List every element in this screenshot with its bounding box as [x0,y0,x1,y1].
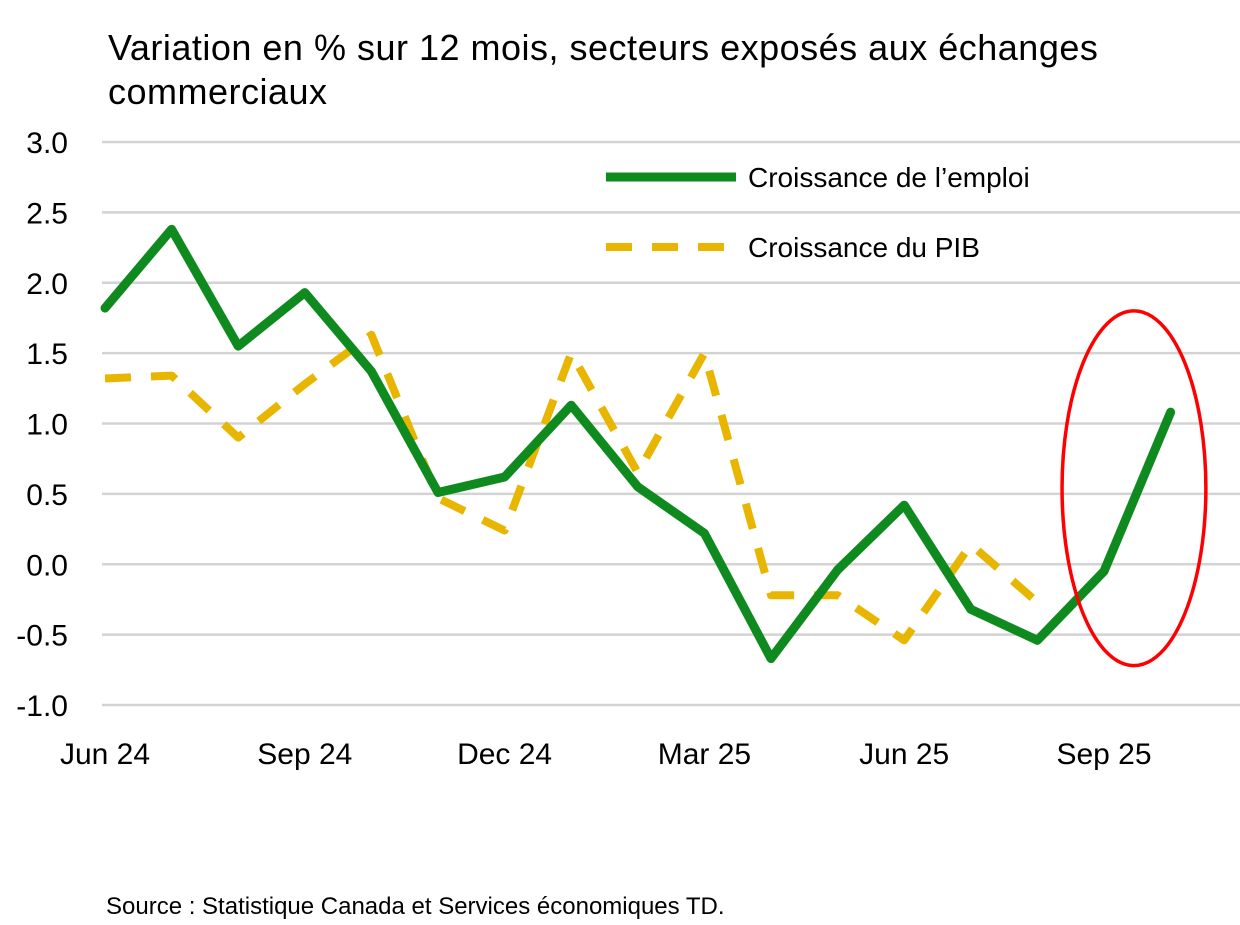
x-tick-label: Sep 25 [1056,738,1151,771]
y-tick-label: -0.5 [16,620,68,653]
series-line-emploi [100,224,1176,664]
y-axis-tick-labels: 3.0 2.5 2.0 1.5 1.0 0.5 0.0 -0.5 -1.0 [16,127,68,723]
chart-title: Variation en % sur 12 mois, secteurs exp… [108,27,1099,112]
x-tick-label: Jun 24 [60,738,150,771]
y-tick-label: 2.0 [26,268,68,301]
x-tick-label: Jun 25 [859,738,949,771]
y-tick-label: 1.5 [26,338,68,371]
x-axis-tick-labels: Jun 24 Sep 24 Dec 24 Mar 25 Jun 25 Sep 25 [60,738,1152,771]
highlight-ellipse [1060,309,1208,668]
grid-lines [102,140,1240,707]
series-lines [100,224,1176,664]
y-tick-label: 2.5 [26,197,68,230]
x-tick-label: Sep 24 [257,738,352,771]
legend-label-emploi: Croissance de l’emploi [748,162,1030,193]
y-tick-label: 3.0 [26,127,68,160]
y-tick-label: 0.0 [26,549,68,582]
x-tick-label: Mar 25 [658,738,751,771]
y-tick-label: 1.0 [26,409,68,442]
series-line-pib [104,330,1041,645]
source-note: Source : Statistique Canada et Services … [106,893,725,920]
y-tick-label: 0.5 [26,479,68,512]
annotations [1060,309,1208,668]
legend-label-pib: Croissance du PIB [748,232,980,263]
x-tick-label: Dec 24 [457,738,552,771]
y-tick-label: -1.0 [16,690,68,723]
legend: Croissance de l’emploi Croissance du PIB [606,162,1030,263]
